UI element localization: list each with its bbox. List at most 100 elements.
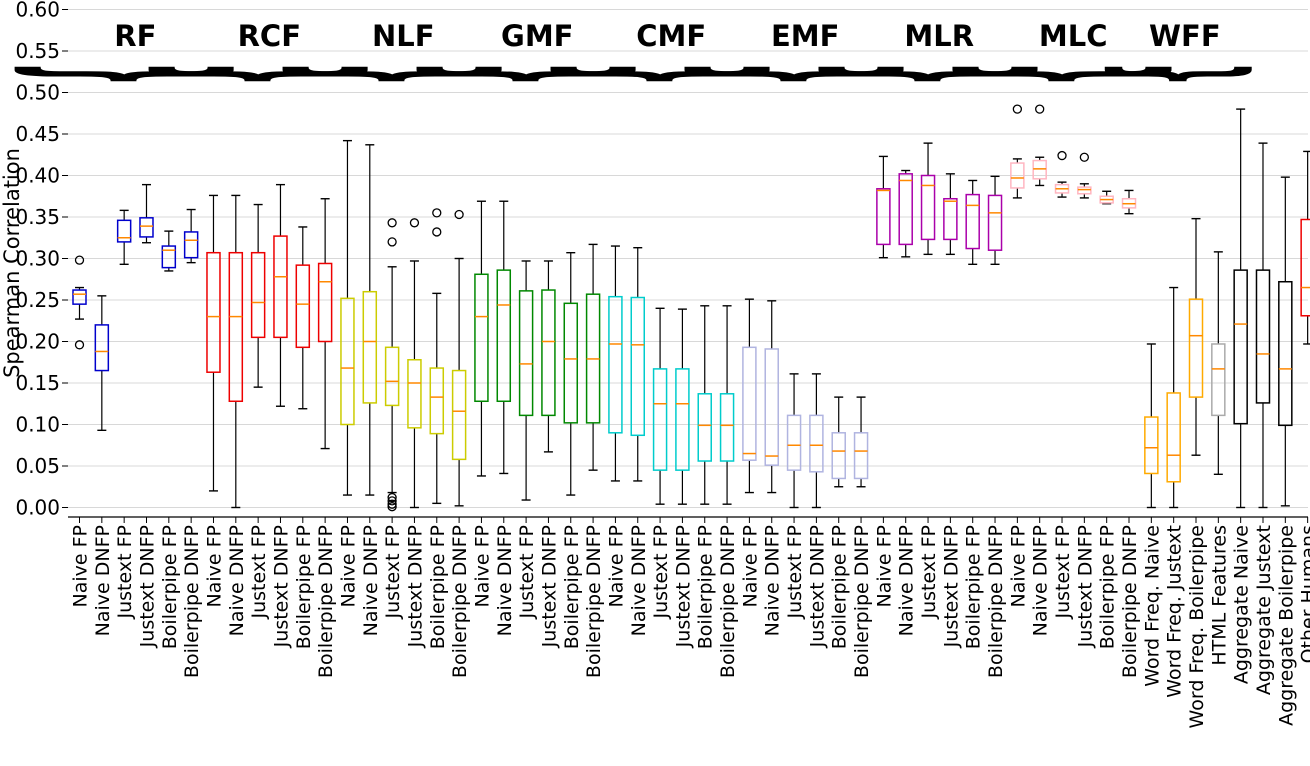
curly-brace: }: [1092, 63, 1278, 85]
y-tick-label: 0.40: [15, 164, 60, 188]
box-iqr: [228, 251, 244, 403]
box-iqr: [340, 297, 355, 426]
box-iqr: [474, 273, 489, 403]
box-plot: [965, 179, 980, 266]
group-label: MLC: [1039, 19, 1108, 53]
y-tick-label: 0.35: [15, 205, 60, 229]
box-plot: [1032, 104, 1047, 187]
x-tick-label: Justext DNFP: [538, 525, 560, 648]
box-iqr: [630, 296, 645, 437]
x-tick-label: Justext DNFP: [806, 525, 828, 648]
x-tick-label: Naive DNFP: [762, 525, 784, 636]
group-label: EMF: [771, 19, 839, 53]
x-tick-label: Naive FP: [337, 525, 359, 608]
x-tick-label: Naive DNFP: [628, 525, 650, 636]
box-iqr: [451, 369, 467, 461]
group-label: RCF: [238, 19, 301, 53]
box-plot: [116, 209, 132, 266]
box-plot: [541, 260, 556, 453]
outlier-point: [74, 255, 85, 265]
x-tick-label: Justext FP: [650, 525, 672, 619]
box-iqr: [429, 367, 445, 435]
box-plot: [340, 139, 355, 496]
box-plot: [742, 298, 757, 494]
outlier-point: [387, 492, 397, 503]
box-plot: [362, 144, 378, 496]
curly-brace: }: [935, 63, 1211, 85]
x-tick-label: Boilerpipe FP: [159, 525, 181, 649]
group-annotation: MLC}: [935, 19, 1211, 85]
box-plot: [1278, 176, 1293, 507]
box-iqr: [831, 432, 846, 480]
x-tick-label: Naive DNFP: [494, 525, 516, 636]
box-plot: [228, 194, 244, 509]
box-iqr: [1188, 298, 1204, 398]
box-plot: [1099, 190, 1114, 205]
box-plot: [161, 230, 177, 272]
group-braces: RF}RCF}NLF}GMF}CMF}EMF}MLR}MLC}WFF}: [0, 19, 1278, 85]
box-plot: [183, 208, 199, 264]
box-plot: [1144, 343, 1159, 509]
group-annotation: NLF}: [265, 19, 541, 85]
box-iqr: [853, 432, 869, 480]
axes: 0.00 0.05 0.10 0.15 0.20 0.25 0.30 0.35 0.40 0.45…: [15, 0, 1310, 728]
y-tick-label: 0.10: [15, 413, 60, 437]
x-tick-label: Justext FP: [248, 525, 270, 619]
box-iqr: [139, 217, 154, 238]
group-label: GMF: [501, 19, 573, 53]
curly-brace: }: [0, 63, 273, 85]
box-plot: [563, 251, 579, 496]
x-tick-label: Aggregate Naive: [1231, 525, 1253, 684]
outlier-point: [387, 237, 397, 247]
box-plot: [764, 300, 779, 494]
box-plot: [1300, 150, 1310, 345]
box-iqr: [541, 289, 556, 417]
box-plot: [876, 155, 891, 259]
x-tick-label: Boilerpipe FP: [561, 525, 583, 649]
x-tick-label: Justext DNFP: [270, 525, 292, 648]
outlier-point: [1012, 104, 1023, 114]
x-tick-label: Aggregate Boilerpipe: [1275, 525, 1297, 726]
group-label: RF: [114, 19, 156, 53]
box-plot: [943, 173, 958, 256]
y-tick-label: 0.50: [15, 81, 60, 105]
box-plot: [429, 208, 445, 505]
box-plot: [94, 295, 110, 432]
box-iqr: [1144, 416, 1159, 475]
box-iqr: [94, 324, 110, 372]
outlier-point: [74, 340, 85, 350]
box-plot: [1010, 104, 1025, 199]
box-plot: [831, 396, 846, 488]
x-tick-label: Boilerpipe DNFP: [583, 525, 605, 678]
box-plot: [1077, 152, 1092, 199]
y-tick-label: 0.25: [15, 288, 60, 312]
outlier-point: [432, 227, 442, 237]
group-label: CMF: [636, 19, 706, 53]
x-tick-label: Word Freq. Naive: [1141, 525, 1163, 687]
box-iqr: [809, 414, 824, 473]
box-plot: [139, 183, 154, 244]
box-iqr: [1233, 269, 1248, 425]
box-plot: [1233, 108, 1248, 509]
y-tick-label: 0.30: [15, 247, 60, 271]
box-plot: [786, 373, 802, 509]
x-tick-label: Word Freq. Justext: [1164, 525, 1186, 698]
box-plot: [585, 243, 601, 471]
box-iqr: [675, 368, 690, 471]
x-tick-label: Naive DNFP: [896, 525, 918, 636]
y-tick-label: 0.00: [15, 496, 60, 520]
x-tick-label: Naive FP: [471, 525, 493, 608]
outlier-point: [1057, 150, 1067, 161]
box-plot: [384, 218, 400, 512]
box-iqr: [384, 346, 400, 407]
box-iqr: [206, 251, 221, 373]
box-plot: [719, 305, 735, 505]
box-plot: [295, 226, 311, 410]
curly-brace: }: [131, 63, 407, 85]
outlier-point: [387, 499, 397, 509]
x-tick-label: Justext DNFP: [672, 525, 694, 648]
x-tick-label: Boilerpipe DNFP: [315, 525, 337, 678]
outlier-point: [1079, 152, 1089, 162]
x-tick-label: Boilerpipe DNFP: [985, 525, 1007, 678]
box-plot: [853, 396, 869, 488]
